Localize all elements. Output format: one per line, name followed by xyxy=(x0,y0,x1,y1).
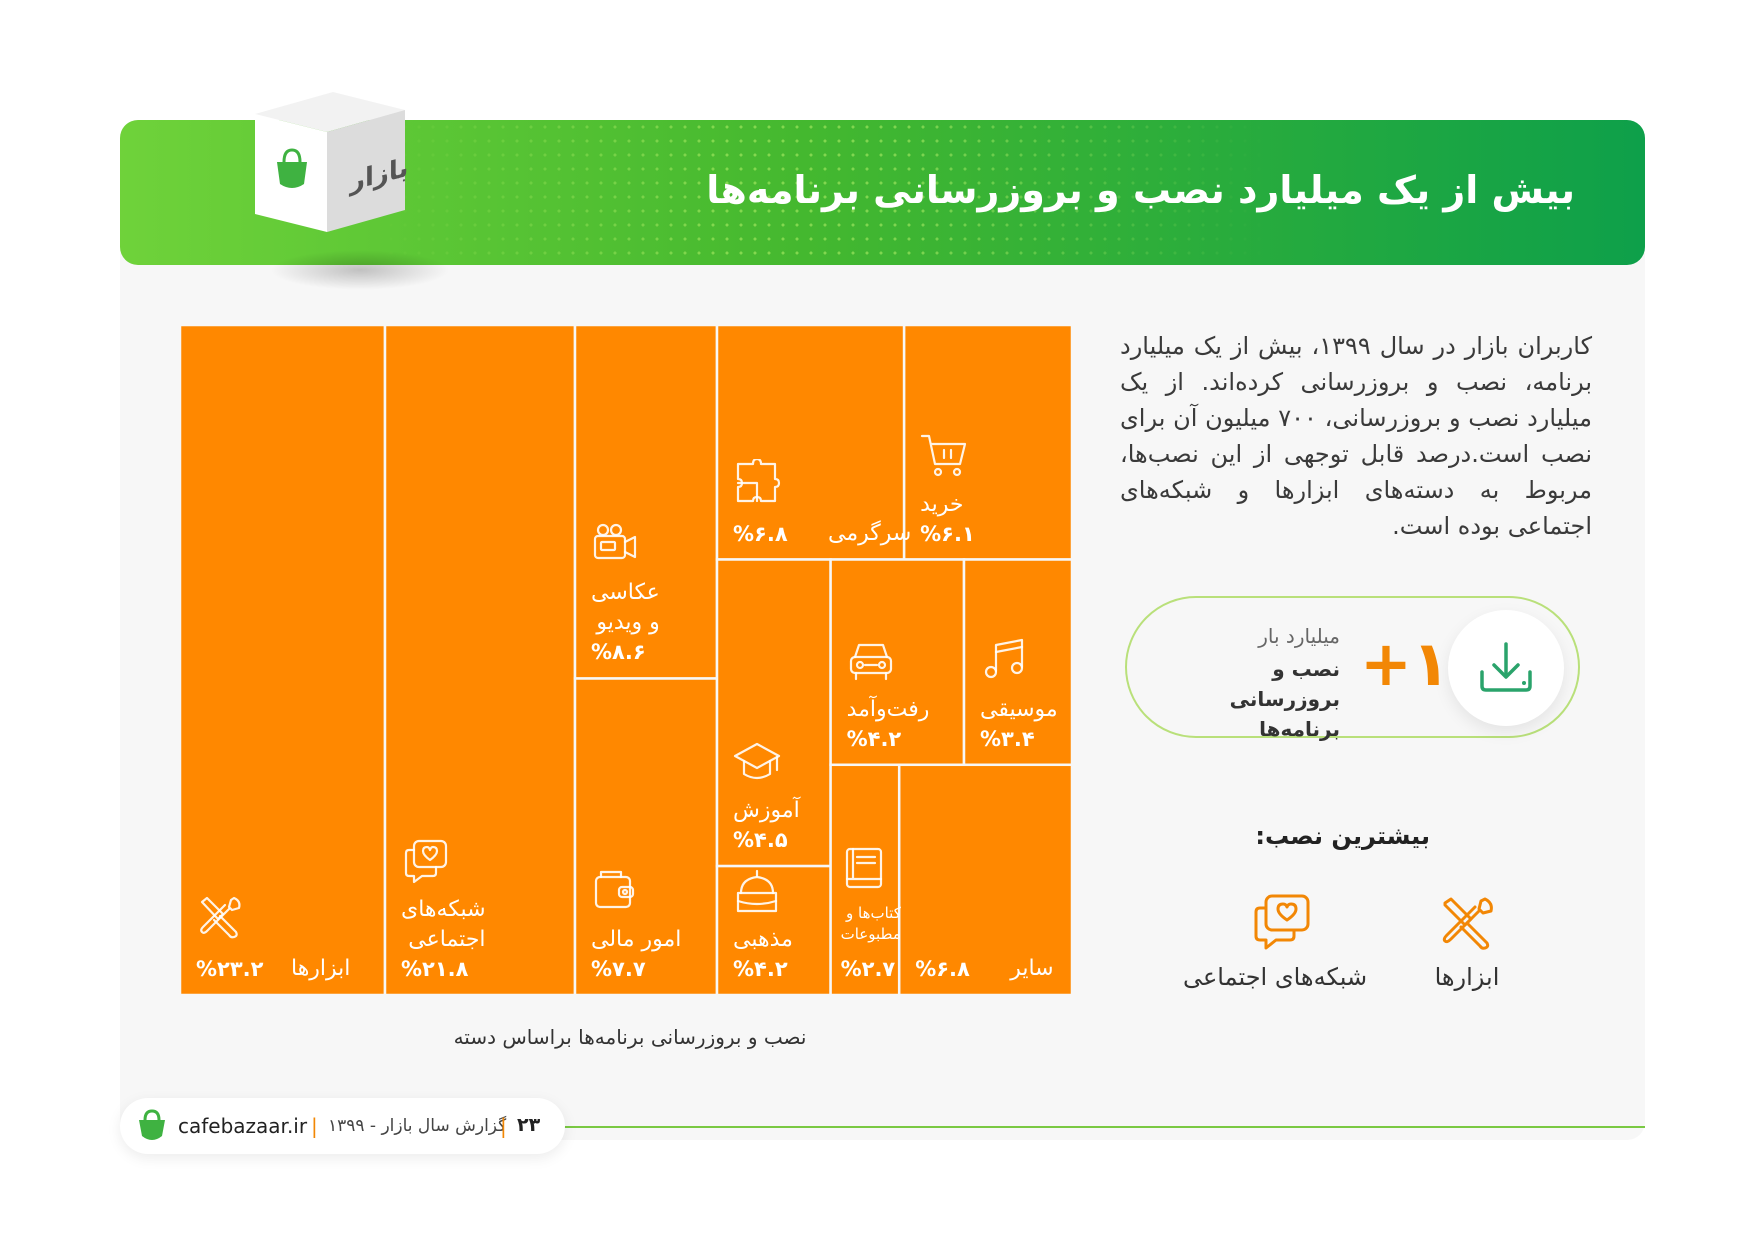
footer-page-number: ۲۳ xyxy=(517,1114,541,1136)
treemap-tile-value: %۴.۲ xyxy=(846,726,902,751)
treemap-tile xyxy=(383,325,577,995)
box-shadow xyxy=(270,250,450,290)
treemap-tile-label: شبکه‌های اجتماعی xyxy=(401,897,486,952)
stat-small-label: میلیارد بار xyxy=(1258,624,1340,648)
camera-icon xyxy=(593,524,637,560)
stat-number: +۱ xyxy=(1360,627,1450,700)
mosque-icon xyxy=(736,869,778,913)
treemap-tile-label: عکاسی و ویدیو xyxy=(591,580,660,636)
treemap-tile-label: سرگرمی xyxy=(828,520,912,546)
treemap-tile-value: %۳.۴ xyxy=(980,726,1035,751)
description-text: کاربران بازار در سال ۱۳۹۹، بیش از یک میل… xyxy=(1120,332,1592,540)
treemap-tile xyxy=(180,325,387,995)
treemap-tile-label: کتاب‌ها و مطبوعات xyxy=(840,904,901,943)
tools-icon xyxy=(200,896,241,939)
car-icon xyxy=(849,643,892,680)
music-note-icon xyxy=(984,638,1024,678)
treemap-tile-label: رفت‌وآمد xyxy=(846,696,930,722)
footer-separator: | xyxy=(500,1114,507,1138)
treemap-tile-label: مذهبی xyxy=(733,927,793,952)
most-installed-title: بیشترین نصب: xyxy=(1255,822,1430,850)
treemap-tile xyxy=(902,325,1072,561)
download-icon xyxy=(1480,642,1532,692)
treemap-chart: %۲۳.۲ ابزارها %۲۱.۸ شبکه‌های اجتماعی %۸.۶ عکا… xyxy=(180,325,1072,995)
footer-pill xyxy=(120,1098,565,1154)
social-chat-icon xyxy=(1254,894,1310,950)
bag-logo-icon xyxy=(139,1109,165,1140)
treemap-tile-value: %۶.۱ xyxy=(920,521,975,546)
bag-logo-icon xyxy=(277,148,307,188)
cart-icon xyxy=(921,434,967,476)
treemap-tile-value: %۶.۸ xyxy=(733,521,788,546)
treemap-tile-value: %۶.۸ xyxy=(915,957,970,981)
treemap-tile xyxy=(715,558,832,868)
footer-divider xyxy=(540,1126,1645,1128)
treemap-tile-label: خرید xyxy=(920,491,964,517)
treemap-tile xyxy=(573,325,719,680)
footer-site-link[interactable]: cafebazaar.ir xyxy=(178,1114,308,1138)
stat-icon-circle xyxy=(1448,610,1564,726)
treemap-tile-value: %۸.۶ xyxy=(591,640,646,665)
treemap-tile-label: آموزش xyxy=(733,798,800,824)
treemap-tile-label: امور مالی xyxy=(591,927,682,952)
treemap-tile-value: %۲۳.۲ xyxy=(196,957,264,981)
chart-caption: نصب و بروزرسانی برنامه‌ها براساس دسته xyxy=(453,1025,807,1049)
treemap-svg xyxy=(180,325,1072,995)
bazaar-box-logo xyxy=(255,92,405,232)
graduation-cap-icon xyxy=(733,742,781,780)
puzzle-icon xyxy=(736,458,781,502)
book-icon xyxy=(845,847,882,889)
treemap-tile xyxy=(715,864,832,995)
tools-icon xyxy=(1442,897,1493,950)
treemap-tile-value: %۲.۷ xyxy=(840,957,896,981)
most-installed-label-tools: ابزارها xyxy=(1434,963,1500,991)
most-installed-label-social: شبکه‌های اجتماعی xyxy=(1182,963,1368,991)
banner-dot-pattern xyxy=(370,120,1270,265)
treemap-tile-value: %۴.۲ xyxy=(733,957,788,981)
treemap-tile-value: %۲۱.۸ xyxy=(401,957,469,981)
treemap-tile-label: ابزارها xyxy=(291,956,351,981)
wallet-icon xyxy=(594,870,635,909)
page-title: بیش از یک میلیارد نصب و بروزرسانی برنامه… xyxy=(706,168,1575,212)
treemap-tile-value: %۴.۵ xyxy=(733,828,788,853)
treemap-tile-label: سایر xyxy=(1010,956,1054,981)
social-chat-icon xyxy=(404,839,448,884)
treemap-tile-label: موسیقی xyxy=(980,696,1058,722)
treemap-tile xyxy=(897,763,1072,995)
footer-report-text: گزارش سال بازار - ۱۳۹۹ xyxy=(328,1116,507,1136)
footer-separator: | xyxy=(311,1114,318,1138)
treemap-tile-value: %۷.۷ xyxy=(591,957,646,981)
stat-big-label: نصب و بروزرسانی برنامه‌ها xyxy=(1229,657,1340,741)
